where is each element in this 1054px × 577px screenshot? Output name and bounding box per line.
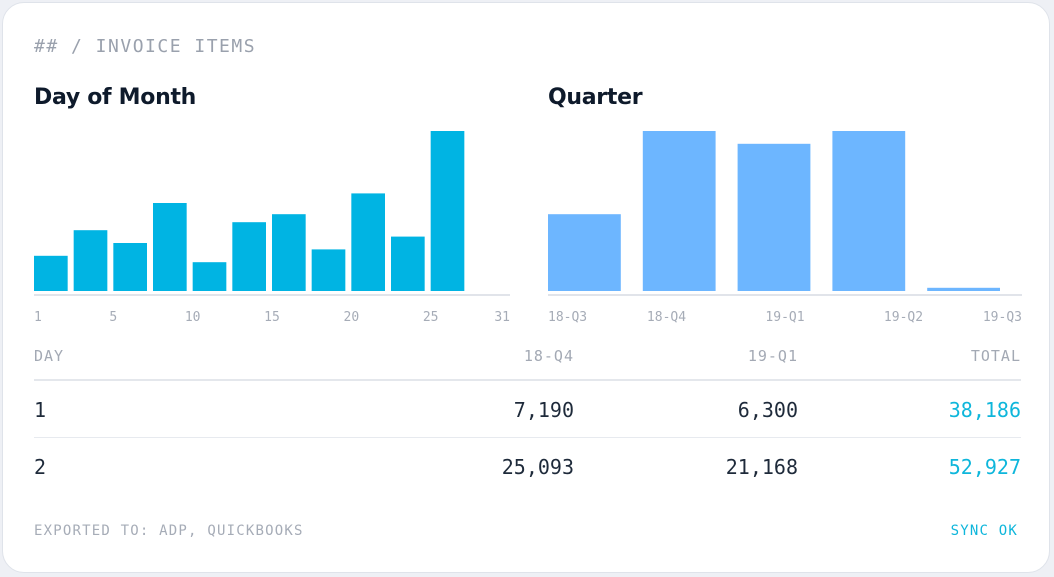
bar-23[interactable] (391, 236, 425, 291)
row-total: 38,186 (948, 398, 1021, 422)
bar-8[interactable] (153, 203, 187, 291)
day-of-month-chart-title: Day of Month (34, 85, 197, 110)
bar-10[interactable] (192, 262, 227, 291)
x-tick-label: 20 (344, 310, 360, 325)
bar-5[interactable] (113, 243, 147, 291)
sync-status: SYNC OK (950, 523, 1018, 539)
bar-19-Q2[interactable] (832, 131, 906, 291)
row-total: 52,927 (948, 455, 1021, 479)
quarter-chart: 18-Q3 18-Q4 19-Q1 19-Q2 19-Q3 (548, 131, 1022, 325)
x-tick-label: 19-Q1 (765, 310, 804, 325)
header-day: DAY (34, 347, 65, 365)
export-status: EXPORTED TO: ADP, QUICKBOOKS (34, 523, 304, 539)
quarter-chart-title: Quarter (548, 85, 643, 110)
table-row[interactable]: 2 25,093 21,168 52,927 (34, 438, 1021, 494)
bar-19-Q1[interactable] (737, 143, 811, 291)
row-18-q4: 7,190 (513, 398, 574, 422)
bar-18-Q3[interactable] (548, 214, 621, 291)
x-tick-label: 19-Q3 (983, 310, 1022, 325)
x-tick-label: 18-Q4 (647, 310, 686, 325)
bar-1[interactable] (34, 255, 68, 291)
bar-18-Q4[interactable] (642, 131, 716, 291)
table-header: DAY 18-Q4 19-Q1 TOTAL (34, 339, 1021, 381)
x-tick-label: 31 (494, 310, 510, 325)
x-tick-label: 5 (109, 310, 117, 325)
header-19-q1: 19-Q1 (747, 347, 798, 365)
x-tick-label: 19-Q2 (884, 310, 923, 325)
row-18-q4: 25,093 (501, 455, 574, 479)
row-day: 2 (34, 455, 47, 479)
bar-15[interactable] (272, 214, 306, 291)
x-tick-label: 15 (264, 310, 280, 325)
bar-25[interactable] (430, 131, 465, 291)
x-tick-label: 18-Q3 (548, 310, 587, 325)
invoice-table: DAY 18-Q4 19-Q1 TOTAL 1 7,190 6,300 38,1… (34, 339, 1021, 494)
x-tick-label: 1 (34, 310, 42, 325)
header-total: TOTAL (970, 347, 1021, 365)
x-tick-label: 25 (423, 310, 439, 325)
bar-19-Q3[interactable] (927, 287, 1000, 291)
bar-3[interactable] (73, 230, 108, 291)
row-19-q1: 6,300 (737, 398, 798, 422)
x-tick-label: 10 (185, 310, 201, 325)
row-day: 1 (34, 398, 47, 422)
bar-20[interactable] (351, 193, 385, 291)
day-of-month-chart: 1 5 10 15 20 25 31 (34, 131, 510, 325)
section-title: ## / INVOICE ITEMS (34, 36, 257, 57)
bar-18[interactable] (311, 249, 346, 291)
header-18-q4: 18-Q4 (523, 347, 574, 365)
bar-13[interactable] (232, 222, 266, 291)
table-row[interactable]: 1 7,190 6,300 38,186 (34, 381, 1021, 438)
row-19-q1: 21,168 (725, 455, 798, 479)
